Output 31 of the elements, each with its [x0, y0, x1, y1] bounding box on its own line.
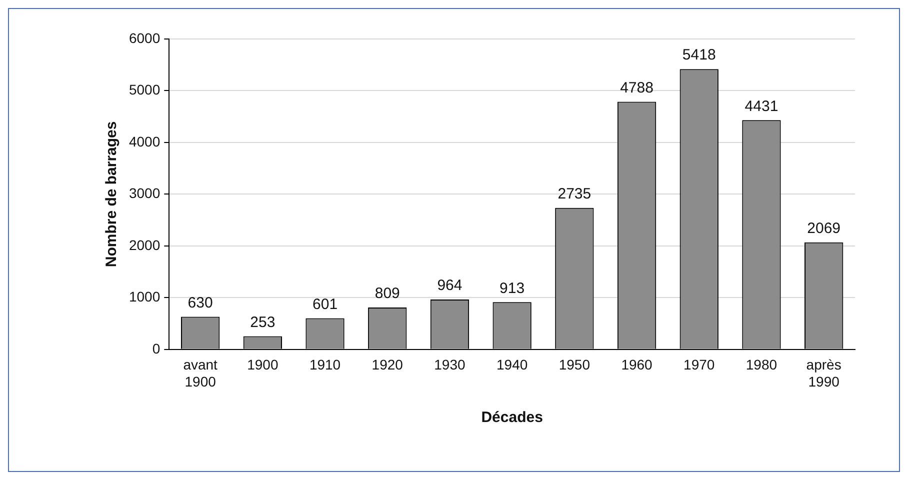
x-tick-label: 1960	[621, 356, 653, 373]
x-tick-label: 1980	[746, 356, 778, 373]
y-tick-label: 6000	[128, 30, 160, 46]
data-label: 2735	[558, 186, 592, 203]
data-label: 913	[500, 280, 525, 297]
data-label: 253	[250, 314, 276, 331]
x-axis-title: Décades	[481, 409, 543, 426]
y-tick-label: 1000	[128, 288, 160, 305]
data-label: 630	[188, 294, 213, 312]
x-tick-label: après 1990	[806, 356, 842, 390]
x-tick-label: 1950	[558, 356, 590, 373]
data-label: 601	[312, 296, 338, 313]
data-label: 4431	[744, 98, 778, 115]
x-tick-label: 1920	[372, 356, 404, 373]
data-label: 2069	[807, 220, 841, 238]
y-tick-label: 4000	[128, 133, 160, 150]
y-tick-label: 0	[152, 340, 160, 356]
x-tick-label: 1940	[496, 356, 528, 373]
data-label: 964	[437, 277, 462, 294]
x-tick-label: 1930	[434, 356, 466, 373]
y-axis-title: Nombre de barrages	[103, 121, 120, 268]
x-tick-label: 1970	[684, 356, 715, 373]
y-tick-label: 2000	[128, 236, 160, 253]
data-label: 809	[374, 285, 400, 302]
data-label: 4788	[620, 79, 654, 96]
data-label: 5418	[682, 46, 716, 64]
x-tick-label: avant 1900	[183, 356, 218, 390]
x-tick-label: 1900	[247, 356, 278, 373]
y-tick-label: 5000	[128, 82, 160, 98]
y-tick-label: 3000	[128, 185, 160, 202]
x-tick-label: 1910	[309, 356, 341, 373]
